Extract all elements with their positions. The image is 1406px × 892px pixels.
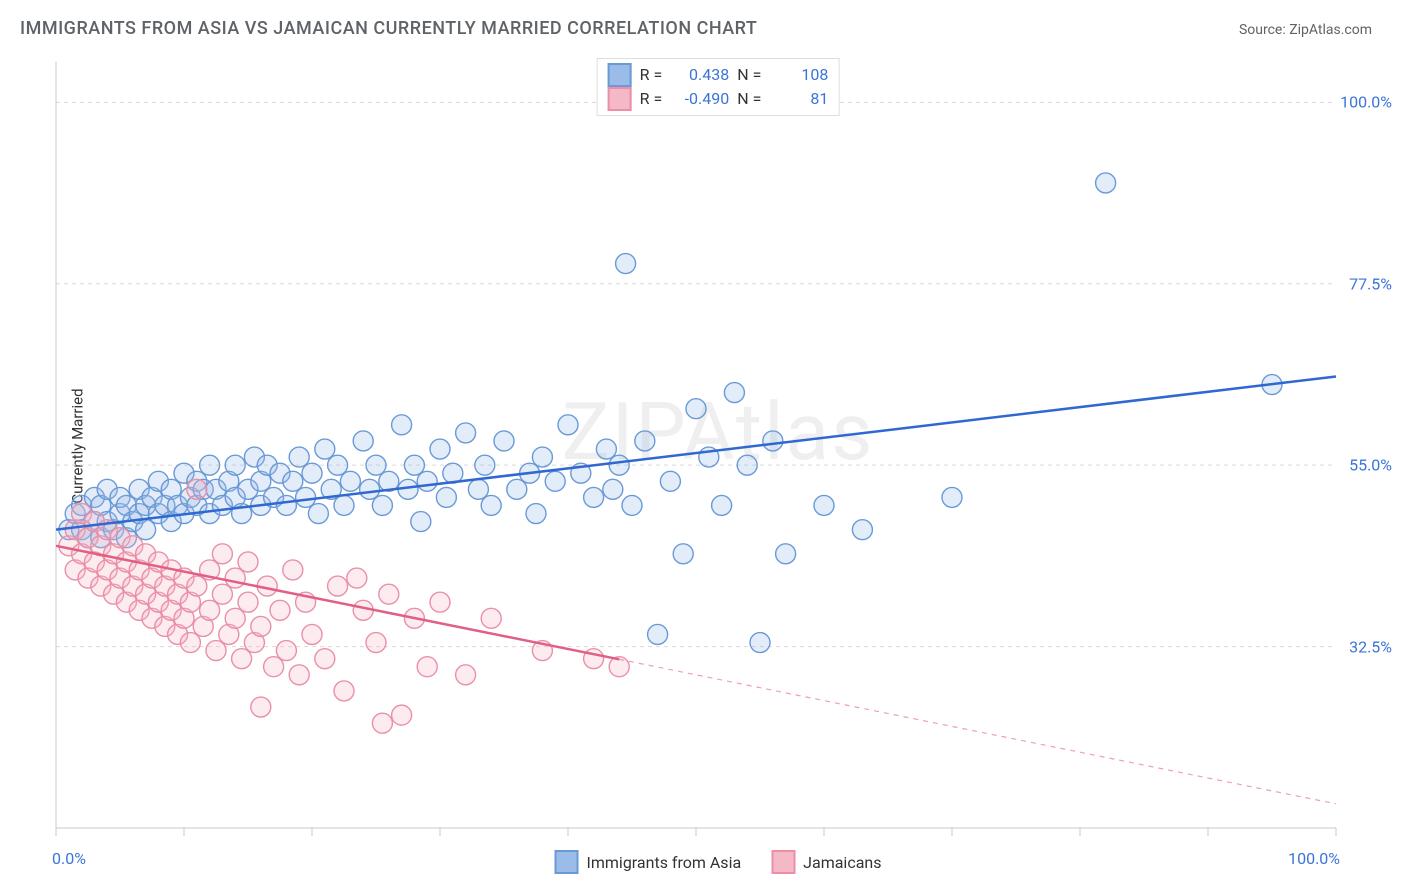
n-label: N = (737, 87, 761, 111)
x-tick-label: 100.0% (1288, 849, 1340, 868)
series-legend: Immigrants from Asia Jamaicans (555, 850, 882, 874)
swatch-series-2 (771, 850, 795, 874)
y-tick-label: 55.0% (1349, 456, 1392, 475)
stats-row-series-1: R = 0.438 N = 108 (608, 63, 829, 87)
n-label: N = (737, 63, 761, 87)
legend-item-series-1: Immigrants from Asia (555, 850, 742, 874)
chart-area: ZIPAtlas R = 0.438 N = 108 R = -0.490 N … (48, 58, 1388, 838)
r-value: -0.490 (674, 87, 729, 111)
chart-title: IMMIGRANTS FROM ASIA VS JAMAICAN CURRENT… (20, 18, 757, 39)
y-tick-label: 32.5% (1349, 637, 1392, 656)
y-tick-label: 100.0% (1340, 93, 1392, 112)
x-tick-label: 0.0% (52, 849, 86, 868)
source-prefix: Source: (1239, 22, 1289, 38)
r-label: R = (640, 87, 663, 111)
n-value: 81 (773, 87, 828, 111)
legend-label: Immigrants from Asia (587, 853, 742, 872)
legend-label: Jamaicans (803, 853, 881, 872)
legend-item-series-2: Jamaicans (771, 850, 881, 874)
source-name: ZipAtlas.com (1289, 22, 1372, 38)
correlation-stats-legend: R = 0.438 N = 108 R = -0.490 N = 81 (597, 58, 840, 116)
swatch-series-1 (555, 850, 579, 874)
scatter-plot (48, 58, 1388, 838)
r-label: R = (640, 63, 663, 87)
n-value: 108 (773, 63, 828, 87)
source-credit: Source: ZipAtlas.com (1239, 22, 1372, 38)
stats-row-series-2: R = -0.490 N = 81 (608, 87, 829, 111)
swatch-series-1 (608, 63, 632, 87)
r-value: 0.438 (674, 63, 729, 87)
y-tick-label: 77.5% (1349, 274, 1392, 293)
swatch-series-2 (608, 87, 632, 111)
